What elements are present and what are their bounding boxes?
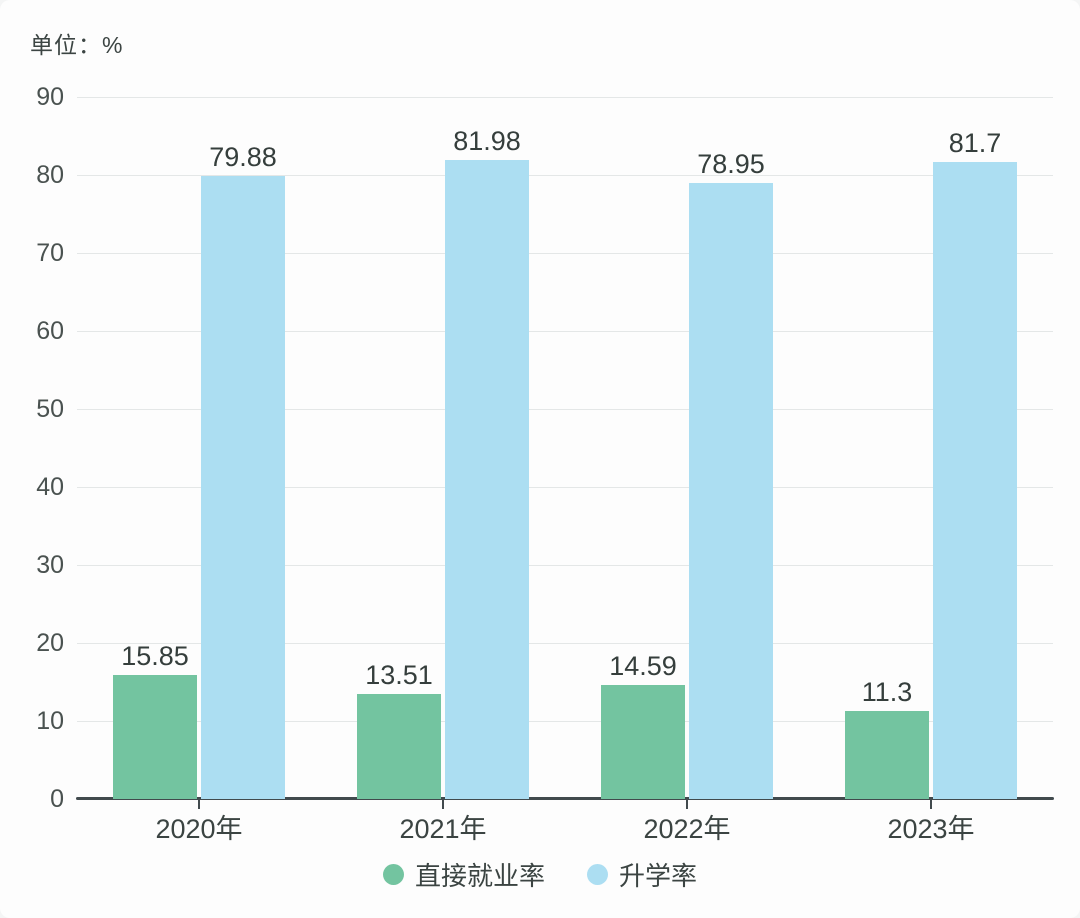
x-tick-mark	[198, 800, 200, 809]
bar-直接就业率-2020年	[113, 675, 197, 799]
value-label: 15.85	[121, 641, 189, 671]
y-tick-label: 90	[36, 83, 64, 111]
gridline	[77, 487, 1053, 488]
y-tick-label: 60	[36, 317, 64, 345]
unit-label: 单位：%	[30, 32, 124, 58]
value-label: 79.88	[209, 142, 277, 172]
x-tick-mark	[442, 800, 444, 809]
y-tick-label: 20	[36, 629, 64, 657]
gridline	[77, 409, 1053, 410]
gridline	[77, 175, 1053, 176]
gridline	[77, 97, 1053, 98]
y-tick-label: 0	[50, 785, 64, 813]
legend-label: 直接就业率	[414, 861, 545, 891]
bar-升学率-2021年	[445, 160, 529, 799]
x-tick-mark	[930, 800, 932, 809]
value-label: 78.95	[697, 149, 765, 179]
gridline	[77, 721, 1053, 722]
legend-marker-circle	[587, 864, 608, 885]
value-label: 81.7	[948, 128, 1002, 158]
y-tick-label: 40	[36, 473, 64, 501]
bar-升学率-2023年	[933, 162, 1017, 799]
y-tick-label: 30	[36, 551, 64, 579]
value-label: 13.51	[365, 660, 433, 690]
bar-直接就业率-2023年	[845, 711, 929, 799]
value-label: 11.3	[861, 677, 913, 707]
x-tick-label: 2020年	[155, 814, 243, 844]
gridline	[77, 643, 1053, 644]
bar-升学率-2022年	[689, 183, 773, 799]
y-tick-label: 80	[36, 161, 64, 189]
x-axis-line	[76, 797, 1054, 800]
x-tick-label: 2023年	[887, 814, 975, 844]
bar-直接就业率-2022年	[601, 685, 685, 799]
x-tick-label: 2021年	[399, 814, 487, 844]
legend-marker-circle	[382, 864, 404, 885]
bar-升学率-2020年	[201, 176, 285, 799]
value-label: 81.98	[453, 126, 521, 156]
gridline	[77, 331, 1053, 332]
y-tick-label: 70	[36, 239, 64, 267]
x-tick-mark	[686, 800, 688, 809]
value-label: 14.59	[609, 651, 677, 681]
gridline	[77, 565, 1053, 566]
legend-item-升学率: 升学率	[587, 856, 697, 893]
y-tick-label: 10	[36, 707, 64, 735]
legend-item-直接就业率: 直接就业率	[382, 856, 545, 893]
gridline	[77, 253, 1053, 254]
y-tick-label: 50	[36, 395, 64, 423]
legend-label: 升学率	[619, 861, 698, 891]
bar-直接就业率-2021年	[357, 694, 441, 799]
x-tick-label: 2022年	[643, 814, 731, 844]
legend: 直接就业率 升学率	[0, 856, 1080, 893]
